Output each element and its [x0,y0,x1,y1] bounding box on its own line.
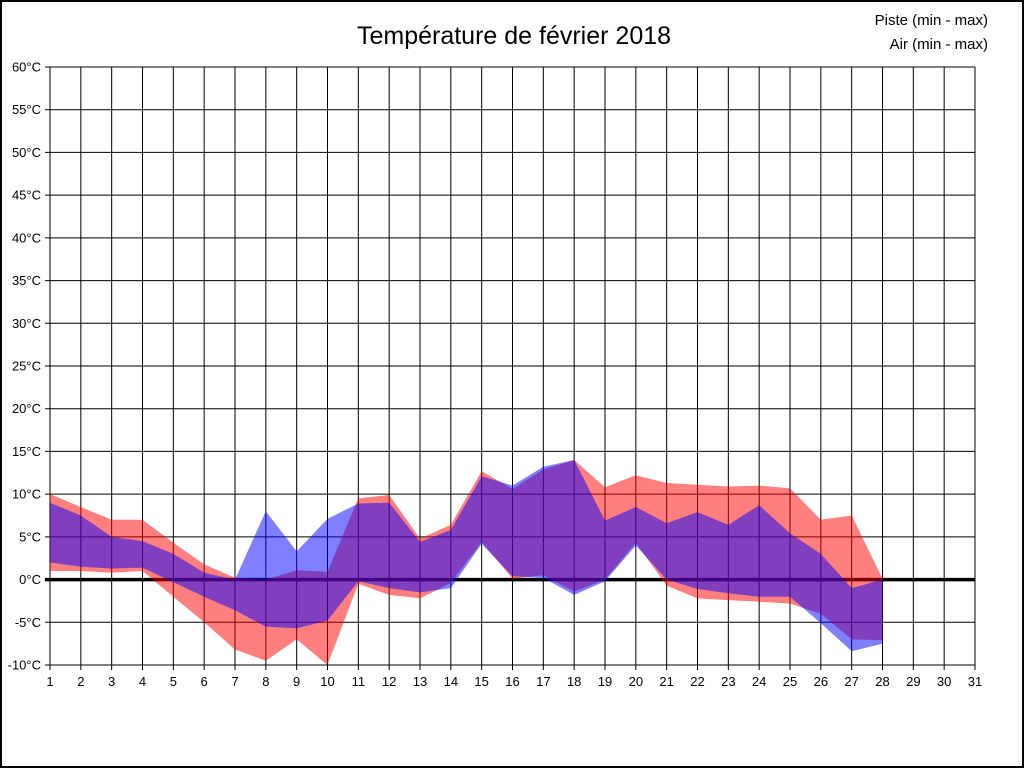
chart-title: Température de février 2018 [357,22,671,50]
x-axis-label: 16 [505,674,519,689]
y-axis-label: -10°C [8,658,41,673]
x-axis-label: 3 [108,674,115,689]
x-axis-label: 20 [629,674,643,689]
x-axis-label: 9 [293,674,300,689]
x-axis-label: 6 [201,674,208,689]
y-axis-label: 15°C [12,444,41,459]
x-axis-label: 24 [752,674,766,689]
x-axis-label: 22 [690,674,704,689]
x-axis-label: 18 [567,674,581,689]
x-axis-label: 27 [844,674,858,689]
y-axis-label: 10°C [12,487,41,502]
y-axis-label: 45°C [12,188,41,203]
x-axis-label: 13 [413,674,427,689]
x-axis-label: 4 [139,674,146,689]
legend-air: Air (min - max) [890,36,988,53]
x-axis-label: 29 [906,674,920,689]
x-axis-label: 26 [814,674,828,689]
air-minmax-band [50,460,883,652]
x-axis-label: 28 [875,674,889,689]
y-axis-label: 30°C [12,316,41,331]
x-axis-label: 10 [320,674,334,689]
y-axis-label: 40°C [12,230,41,245]
x-axis-label: 19 [598,674,612,689]
x-axis-label: 17 [536,674,550,689]
x-axis-label: 14 [444,674,458,689]
x-axis-label: 15 [474,674,488,689]
y-axis-label: 60°C [12,60,41,75]
y-axis-label: 0°C [19,572,41,587]
y-axis-label: 20°C [12,401,41,416]
x-axis-label: 1 [46,674,53,689]
x-axis-label: 21 [659,674,673,689]
x-axis-label: 12 [382,674,396,689]
axis-labels: 60°C55°C50°C45°C40°C35°C30°C25°C20°C15°C… [8,60,983,690]
y-axis-label: -5°C [15,615,41,630]
x-axis-label: 5 [170,674,177,689]
x-axis-label: 31 [968,674,982,689]
x-axis-label: 2 [77,674,84,689]
y-axis-label: 55°C [12,102,41,117]
y-axis-label: 25°C [12,359,41,374]
y-axis-label: 5°C [19,529,41,544]
x-axis-label: 7 [231,674,238,689]
x-axis-label: 30 [937,674,951,689]
y-axis-label: 50°C [12,145,41,160]
x-axis-label: 23 [721,674,735,689]
x-axis-label: 25 [783,674,797,689]
x-axis-label: 8 [262,674,269,689]
y-axis-label: 35°C [12,273,41,288]
legend-piste: Piste (min - max) [875,12,988,29]
data-bands [50,460,883,665]
x-axis-label: 11 [352,674,366,689]
